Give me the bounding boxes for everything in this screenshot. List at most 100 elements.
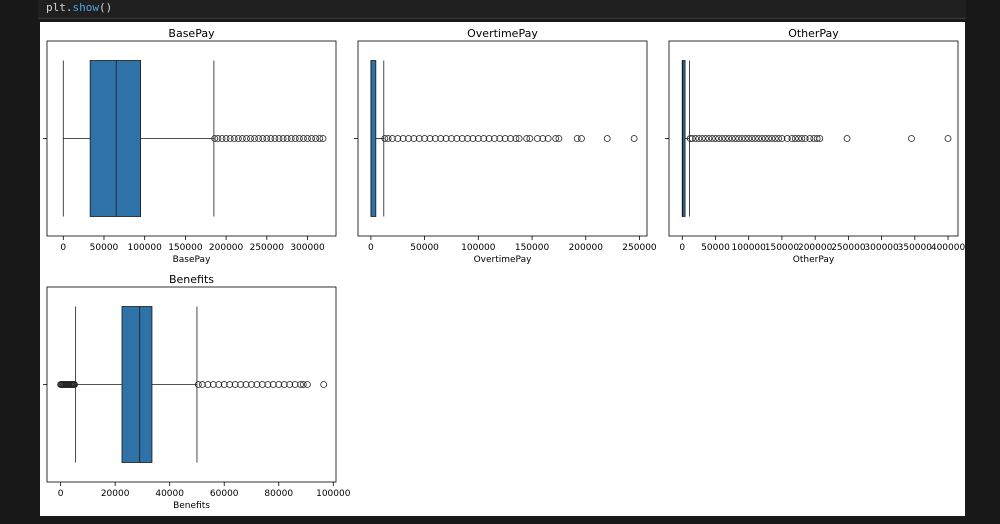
outlier-point xyxy=(237,381,244,388)
code-cell[interactable]: plt.show() xyxy=(38,0,966,19)
outlier-point xyxy=(316,135,324,142)
x-tick-label: 0 xyxy=(679,243,685,253)
outlier-point xyxy=(806,135,814,142)
x-axis-label: Benefits xyxy=(173,501,210,511)
x-tick-label: 200000 xyxy=(209,243,244,253)
outlier-point xyxy=(253,381,261,388)
outlier-point xyxy=(798,135,806,142)
outlier-point xyxy=(259,135,267,142)
outlier-point xyxy=(712,135,719,142)
outlier-point xyxy=(238,135,246,142)
outlier-point xyxy=(507,135,514,142)
outlier-point xyxy=(231,381,239,388)
outlier-point xyxy=(523,135,531,142)
cell-output: BasePay 0 50000 100000 150000 200000 250000 300… xyxy=(40,22,965,516)
axes-frame xyxy=(668,40,959,237)
outlier-point xyxy=(194,381,202,388)
outlier-point xyxy=(778,135,786,142)
outlier-point xyxy=(275,135,283,142)
x-tick-label: 100000 xyxy=(316,489,351,499)
outlier-point xyxy=(319,135,327,142)
outlier-point xyxy=(722,135,729,142)
outlier-point xyxy=(271,135,279,142)
outlier-point xyxy=(215,381,223,388)
outlier-point xyxy=(795,135,802,142)
x-tick-label: 80000 xyxy=(264,489,293,499)
outlier-point xyxy=(515,135,523,142)
iqr-box xyxy=(370,60,377,217)
outlier-point xyxy=(267,135,275,142)
outlier-point xyxy=(813,135,821,142)
outlier-point xyxy=(491,135,498,142)
outlier-point xyxy=(474,135,482,142)
code-object: plt xyxy=(46,1,66,14)
outlier-point xyxy=(698,135,706,142)
chart-title: BasePay xyxy=(168,27,215,40)
x-axis-label: OvertimePay xyxy=(474,255,533,265)
outlier-point xyxy=(578,135,585,142)
x-tick-label: 150000 xyxy=(168,243,203,253)
outlier-point xyxy=(512,135,520,142)
outlier-point xyxy=(251,135,258,142)
outlier-point xyxy=(758,135,766,142)
code-line: plt.show() xyxy=(46,1,112,14)
outlier-point xyxy=(735,135,743,142)
x-tick-label: 0 xyxy=(368,243,374,253)
x-tick-label: 20000 xyxy=(101,489,130,499)
outlier-point xyxy=(226,135,234,142)
outlier-point xyxy=(230,135,238,142)
x-tick-label: 400000 xyxy=(931,243,965,253)
outlier-point xyxy=(526,135,534,142)
outlier-point xyxy=(745,135,753,142)
outlier-point xyxy=(304,135,311,142)
outlier-point xyxy=(748,135,756,142)
x-tick-label: 150000 xyxy=(765,243,800,253)
outlier-point xyxy=(801,135,809,142)
outlier-point xyxy=(732,135,739,142)
outlier-point xyxy=(843,135,851,142)
outlier-point xyxy=(308,135,315,142)
outlier-point xyxy=(405,135,412,142)
outlier-point xyxy=(751,135,759,142)
outlier-point xyxy=(300,135,307,142)
outlier-point xyxy=(496,135,504,142)
outlier-point xyxy=(279,135,287,142)
outlier-point xyxy=(728,135,736,142)
outlier-point xyxy=(688,135,696,142)
outlier-point xyxy=(312,135,320,142)
outlier-point xyxy=(775,135,783,142)
x-tick-label: 100000 xyxy=(732,243,767,253)
outlier-point xyxy=(394,135,402,142)
outlier-point xyxy=(242,381,250,388)
outlier-point xyxy=(248,381,255,388)
outlier-point xyxy=(222,135,230,142)
outlier-point xyxy=(199,381,206,388)
iqr-box xyxy=(681,60,686,217)
x-tick-label: 250000 xyxy=(831,243,866,253)
outlier-point xyxy=(603,135,611,142)
outlier-point xyxy=(783,135,791,142)
outlier-point xyxy=(453,135,461,142)
outlier-point xyxy=(742,135,749,142)
x-tick-label: 200000 xyxy=(798,243,833,253)
outlier-point xyxy=(415,135,423,142)
outlier-point xyxy=(765,135,773,142)
outlier-point xyxy=(695,135,703,142)
outlier-point xyxy=(908,135,915,142)
outlier-point xyxy=(630,135,638,142)
outlier-point xyxy=(71,381,78,388)
outlier-point xyxy=(295,135,303,142)
chart-title: OtherPay xyxy=(788,27,839,40)
x-tick-label: 150000 xyxy=(515,243,550,253)
outlier-point xyxy=(437,135,445,142)
outlier-point xyxy=(768,135,776,142)
outlier-point xyxy=(544,135,552,142)
axes-frame xyxy=(46,40,337,237)
outlier-point xyxy=(263,135,271,142)
outlier-point xyxy=(692,135,699,142)
outlier-point xyxy=(275,381,283,388)
outlier-point xyxy=(280,381,288,388)
outlier-point xyxy=(410,135,418,142)
outlier-point xyxy=(297,381,304,388)
outlier-point xyxy=(816,135,824,142)
